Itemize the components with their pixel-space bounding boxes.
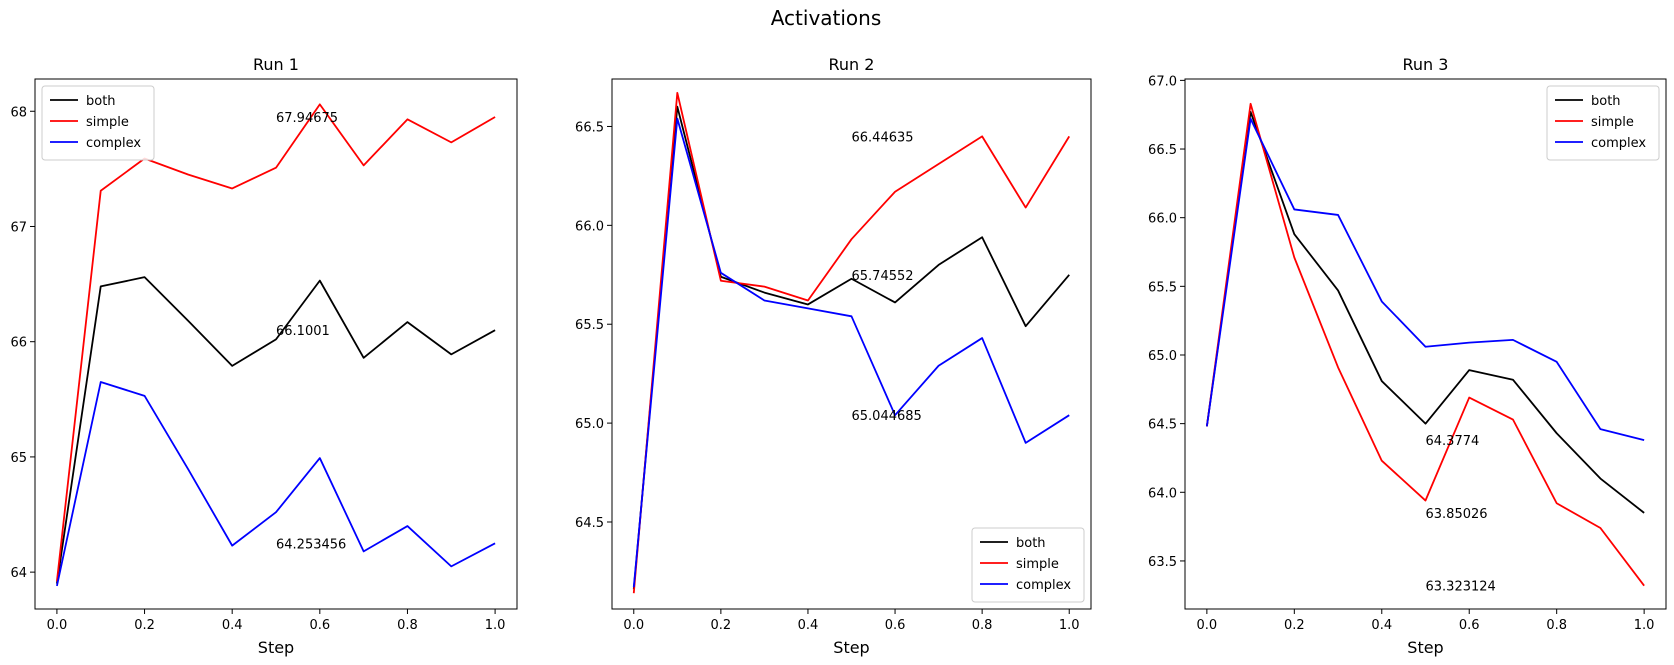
x-tick-label: 0.8	[397, 618, 418, 633]
y-tick-label: 65	[10, 451, 27, 466]
y-tick-label: 63.5	[1148, 555, 1177, 570]
series-line-complex	[1205, 117, 1645, 441]
y-tick-label: 65.5	[1148, 280, 1177, 295]
value-annotation: 63.85026	[1426, 507, 1488, 522]
value-annotation: 63.323124	[1426, 580, 1496, 595]
value-annotation: 65.044685	[852, 409, 922, 424]
series-line-simple	[56, 103, 496, 582]
x-tick-label: 0.0	[47, 618, 68, 633]
legend-label-both: both	[1016, 536, 1046, 551]
x-tick-label: 0.0	[1197, 618, 1218, 633]
x-tick-label: 1.0	[1634, 618, 1655, 633]
value-annotation: 65.74552	[852, 269, 914, 284]
value-annotation: 64.3774	[1426, 434, 1480, 449]
series-line-simple	[1205, 102, 1645, 587]
x-tick-label: 0.8	[972, 618, 993, 633]
x-axis-label: Step	[833, 638, 869, 657]
series-line-simple	[632, 91, 1070, 594]
x-tick-label: 0.4	[798, 618, 819, 633]
legend-label-simple: simple	[86, 115, 129, 130]
y-tick-label: 66.5	[575, 120, 604, 135]
chart-panel-3: Run 3 0.0 0.2 0.4 0.6 0.8 1.0 63.5 64.0 64.5 65.0 6…	[1148, 55, 1667, 657]
x-axis-label: Step	[1407, 638, 1443, 657]
chart-panel-2: Run 2 0.0 0.2 0.4 0.6 0.8 1.0 64.5 65.0 65.5 66.0 6…	[575, 55, 1092, 657]
legend-label-complex: complex	[86, 136, 141, 151]
y-tick-label: 64.5	[1148, 418, 1177, 433]
y-tick-label: 67	[10, 220, 27, 235]
series-line-both	[56, 276, 496, 584]
chart-panels: Run 1 0.0 0.2 0.4 0.6 0.8 1.0 64 65 66 67 68 Step 67.…	[10, 55, 1667, 657]
legend: both simple complex	[41, 85, 155, 161]
series-line-both	[1205, 111, 1645, 514]
legend-label-simple: simple	[1591, 115, 1634, 130]
plot-area-frame	[611, 78, 1092, 610]
plot-area-frame	[1184, 78, 1667, 610]
y-tick-label: 68	[10, 105, 27, 120]
x-tick-label: 0.6	[1459, 618, 1480, 633]
legend-label-complex: complex	[1591, 136, 1646, 151]
y-tick-label: 66.0	[1148, 212, 1177, 227]
x-tick-label: 0.6	[885, 618, 906, 633]
x-tick-label: 0.4	[1371, 618, 1392, 633]
figure-title: Activations	[771, 6, 882, 30]
chart-title: Run 3	[1403, 55, 1449, 74]
y-tick-label: 64.5	[575, 516, 604, 531]
legend-label-both: both	[1591, 94, 1621, 109]
value-annotation: 64.253456	[276, 537, 346, 552]
y-tick-label: 65.5	[575, 318, 604, 333]
x-tick-label: 0.6	[309, 618, 330, 633]
x-tick-label: 0.2	[134, 618, 155, 633]
chart-title: Run 1	[253, 55, 299, 74]
y-tick-label: 65.0	[575, 417, 604, 432]
legend: both simple complex	[1546, 85, 1660, 161]
chart-title: Run 2	[829, 55, 875, 74]
y-tick-label: 67.0	[1148, 74, 1177, 89]
value-annotation: 67.94675	[276, 111, 338, 126]
x-axis-label: Step	[258, 638, 294, 657]
series-line-complex	[632, 117, 1070, 588]
legend-label-both: both	[86, 94, 116, 109]
series-line-both	[632, 105, 1070, 590]
value-annotation: 66.1001	[276, 324, 330, 339]
legend: both simple complex	[971, 527, 1085, 603]
plot-area-frame	[34, 78, 518, 610]
x-tick-label: 0.2	[1284, 618, 1305, 633]
x-tick-label: 0.2	[711, 618, 732, 633]
y-tick-label: 66.5	[1148, 143, 1177, 158]
y-tick-label: 66	[10, 336, 27, 351]
value-annotation: 66.44635	[852, 130, 914, 145]
x-tick-label: 1.0	[485, 618, 506, 633]
x-tick-label: 1.0	[1059, 618, 1080, 633]
y-tick-label: 66.0	[575, 219, 604, 234]
x-tick-label: 0.8	[1546, 618, 1567, 633]
legend-label-complex: complex	[1016, 578, 1071, 593]
x-tick-label: 0.0	[623, 618, 644, 633]
series-line-complex	[56, 381, 496, 587]
x-tick-label: 0.4	[222, 618, 243, 633]
y-tick-label: 65.0	[1148, 349, 1177, 364]
legend-label-simple: simple	[1016, 557, 1059, 572]
y-tick-label: 64	[10, 566, 27, 581]
y-tick-label: 64.0	[1148, 486, 1177, 501]
chart-panel-1: Run 1 0.0 0.2 0.4 0.6 0.8 1.0 64 65 66 67 68 Step 67.…	[10, 55, 518, 657]
